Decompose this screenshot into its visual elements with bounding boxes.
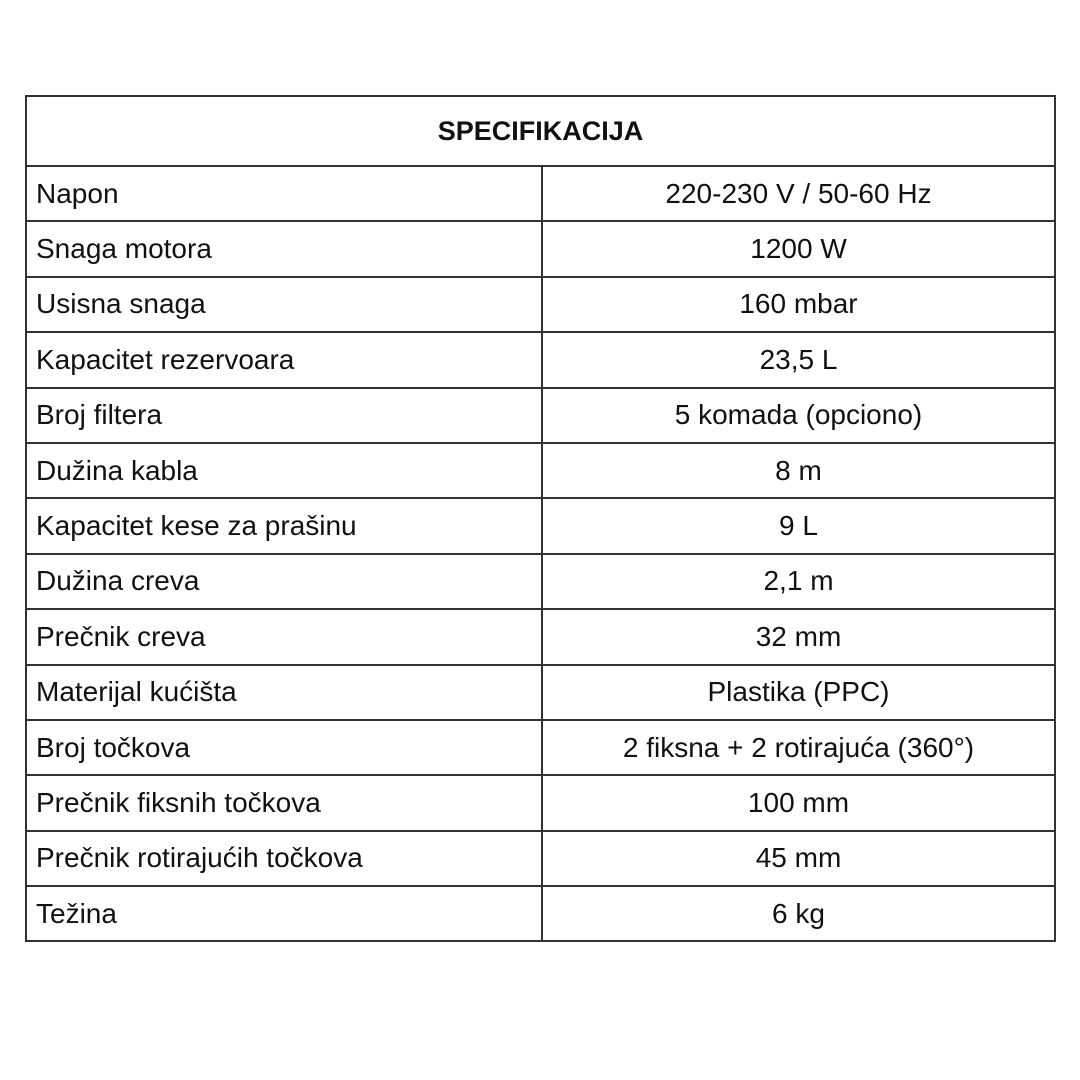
spec-label: Kapacitet kese za prašinu bbox=[25, 497, 543, 555]
table-row: Usisna snaga 160 mbar bbox=[25, 275, 1056, 334]
spec-value: 6 kg bbox=[541, 885, 1056, 943]
spec-value: 45 mm bbox=[541, 829, 1056, 888]
spec-value: 2,1 m bbox=[541, 552, 1056, 611]
table-row: Broj točkova 2 fiksna + 2 rotirajuća (360… bbox=[25, 718, 1056, 777]
spec-label: Dužina kabla bbox=[25, 441, 543, 500]
spec-value: Plastika (PPC) bbox=[541, 663, 1056, 721]
table-row: Kapacitet kese za prašinu 9 L bbox=[25, 497, 1056, 555]
spec-label: Broj točkova bbox=[25, 718, 543, 777]
spec-label: Prečnik creva bbox=[25, 608, 543, 666]
spec-value: 5 komada (opciono) bbox=[541, 386, 1056, 444]
spec-value: 160 mbar bbox=[541, 275, 1056, 334]
table-row: Prečnik fiksnih točkova 100 mm bbox=[25, 774, 1056, 832]
spec-value: 9 L bbox=[541, 497, 1056, 555]
spec-value: 8 m bbox=[541, 441, 1056, 500]
table-row: Materijal kućišta Plastika (PPC) bbox=[25, 663, 1056, 721]
spec-label: Težina bbox=[25, 885, 543, 943]
table-row: Dužina kabla 8 m bbox=[25, 441, 1056, 500]
spec-table: SPECIFIKACIJA Napon 220-230 V / 50-60 Hz S… bbox=[25, 95, 1056, 943]
table-row: Prečnik rotirajućih točkova 45 mm bbox=[25, 829, 1056, 888]
spec-value: 23,5 L bbox=[541, 331, 1056, 389]
spec-label: Materijal kućišta bbox=[25, 663, 543, 721]
spec-label: Prečnik rotirajućih točkova bbox=[25, 829, 543, 888]
table-row: Kapacitet rezervoara 23,5 L bbox=[25, 331, 1056, 389]
spec-label: Dužina creva bbox=[25, 552, 543, 611]
spec-value: 1200 W bbox=[541, 220, 1056, 278]
title-row: SPECIFIKACIJA bbox=[25, 95, 1056, 167]
table-row: Težina 6 kg bbox=[25, 885, 1056, 943]
spec-label: Snaga motora bbox=[25, 220, 543, 278]
table-title: SPECIFIKACIJA bbox=[25, 95, 1056, 167]
table-row: Prečnik creva 32 mm bbox=[25, 608, 1056, 666]
spec-label: Napon bbox=[25, 164, 543, 223]
spec-label: Prečnik fiksnih točkova bbox=[25, 774, 543, 832]
spec-value: 2 fiksna + 2 rotirajuća (360°) bbox=[541, 718, 1056, 777]
spec-label: Kapacitet rezervoara bbox=[25, 331, 543, 389]
spec-label: Broj filtera bbox=[25, 386, 543, 444]
table-row: Dužina creva 2,1 m bbox=[25, 552, 1056, 611]
spec-value: 32 mm bbox=[541, 608, 1056, 666]
table-row: Broj filtera 5 komada (opciono) bbox=[25, 386, 1056, 444]
table-row: Napon 220-230 V / 50-60 Hz bbox=[25, 164, 1056, 223]
spec-value: 220-230 V / 50-60 Hz bbox=[541, 164, 1056, 223]
spec-value: 100 mm bbox=[541, 774, 1056, 832]
table-row: Snaga motora 1200 W bbox=[25, 220, 1056, 278]
spec-label: Usisna snaga bbox=[25, 275, 543, 334]
